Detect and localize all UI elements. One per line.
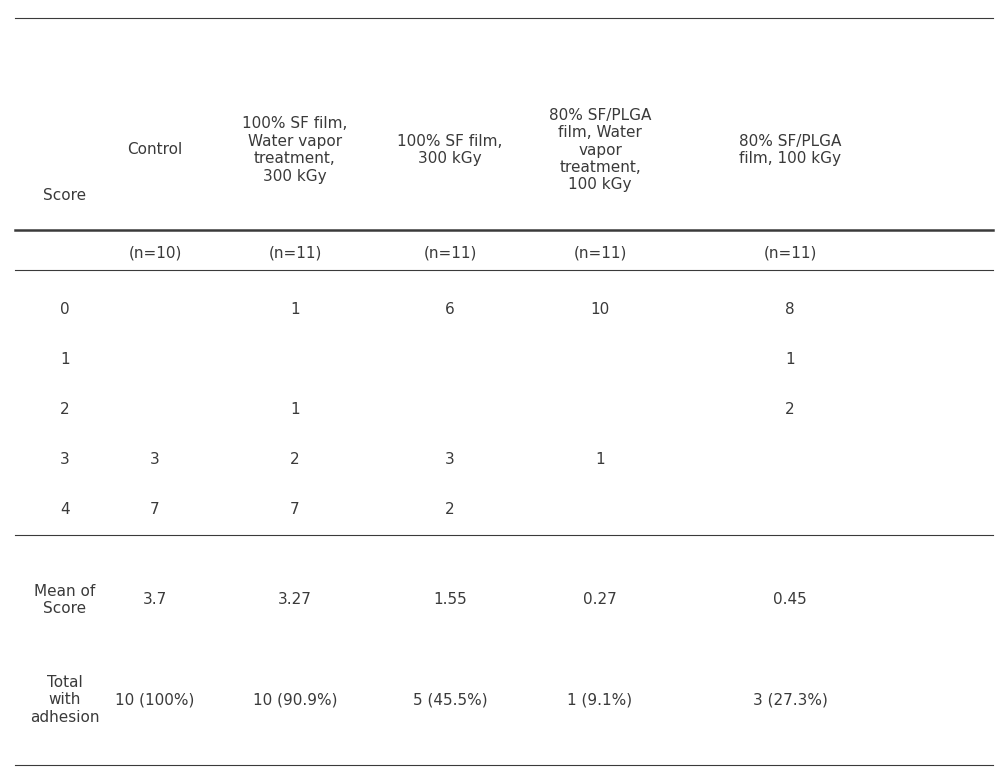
Text: 0.27: 0.27	[583, 593, 617, 608]
Text: 10 (90.9%): 10 (90.9%)	[253, 692, 338, 708]
Text: (n=11): (n=11)	[574, 246, 627, 261]
Text: 3.7: 3.7	[143, 593, 167, 608]
Text: 2: 2	[60, 402, 70, 417]
Text: 2: 2	[290, 453, 299, 467]
Text: 80% SF/PLGA
film, 100 kGy: 80% SF/PLGA film, 100 kGy	[739, 134, 842, 166]
Text: 10: 10	[591, 302, 610, 317]
Text: 6: 6	[446, 302, 455, 317]
Text: 4: 4	[60, 503, 70, 518]
Text: 100% SF film,
300 kGy: 100% SF film, 300 kGy	[397, 134, 503, 166]
Text: 1 (9.1%): 1 (9.1%)	[568, 692, 633, 708]
Text: 1: 1	[785, 352, 795, 367]
Text: Total
with
adhesion: Total with adhesion	[30, 675, 100, 725]
Text: (n=11): (n=11)	[268, 246, 322, 261]
Text: 3: 3	[60, 453, 70, 467]
Text: Score: Score	[43, 187, 87, 203]
Text: 2: 2	[446, 503, 455, 518]
Text: 1: 1	[60, 352, 70, 367]
Text: 100% SF film,
Water vapor
treatment,
300 kGy: 100% SF film, Water vapor treatment, 300…	[242, 117, 348, 183]
Text: (n=11): (n=11)	[423, 246, 477, 261]
Text: 3.27: 3.27	[278, 593, 311, 608]
Text: 5 (45.5%): 5 (45.5%)	[412, 692, 487, 708]
Text: Mean of
Score: Mean of Score	[34, 584, 96, 616]
Text: 0.45: 0.45	[773, 593, 806, 608]
Text: 7: 7	[290, 503, 299, 518]
Text: 7: 7	[150, 503, 160, 518]
Text: 1: 1	[595, 453, 605, 467]
Text: 1.55: 1.55	[433, 593, 467, 608]
Text: 3 (27.3%): 3 (27.3%)	[753, 692, 828, 708]
Text: 3: 3	[150, 453, 160, 467]
Text: 8: 8	[785, 302, 795, 317]
Text: 80% SF/PLGA
film, Water
vapor
treatment,
100 kGy: 80% SF/PLGA film, Water vapor treatment,…	[548, 108, 651, 193]
Text: 0: 0	[60, 302, 70, 317]
Text: (n=11): (n=11)	[763, 246, 816, 261]
Text: (n=10): (n=10)	[128, 246, 181, 261]
Text: 1: 1	[290, 402, 299, 417]
Text: 1: 1	[290, 302, 299, 317]
Text: Control: Control	[127, 143, 182, 157]
Text: 3: 3	[446, 453, 455, 467]
Text: 2: 2	[785, 402, 795, 417]
Text: 10 (100%): 10 (100%)	[115, 692, 195, 708]
